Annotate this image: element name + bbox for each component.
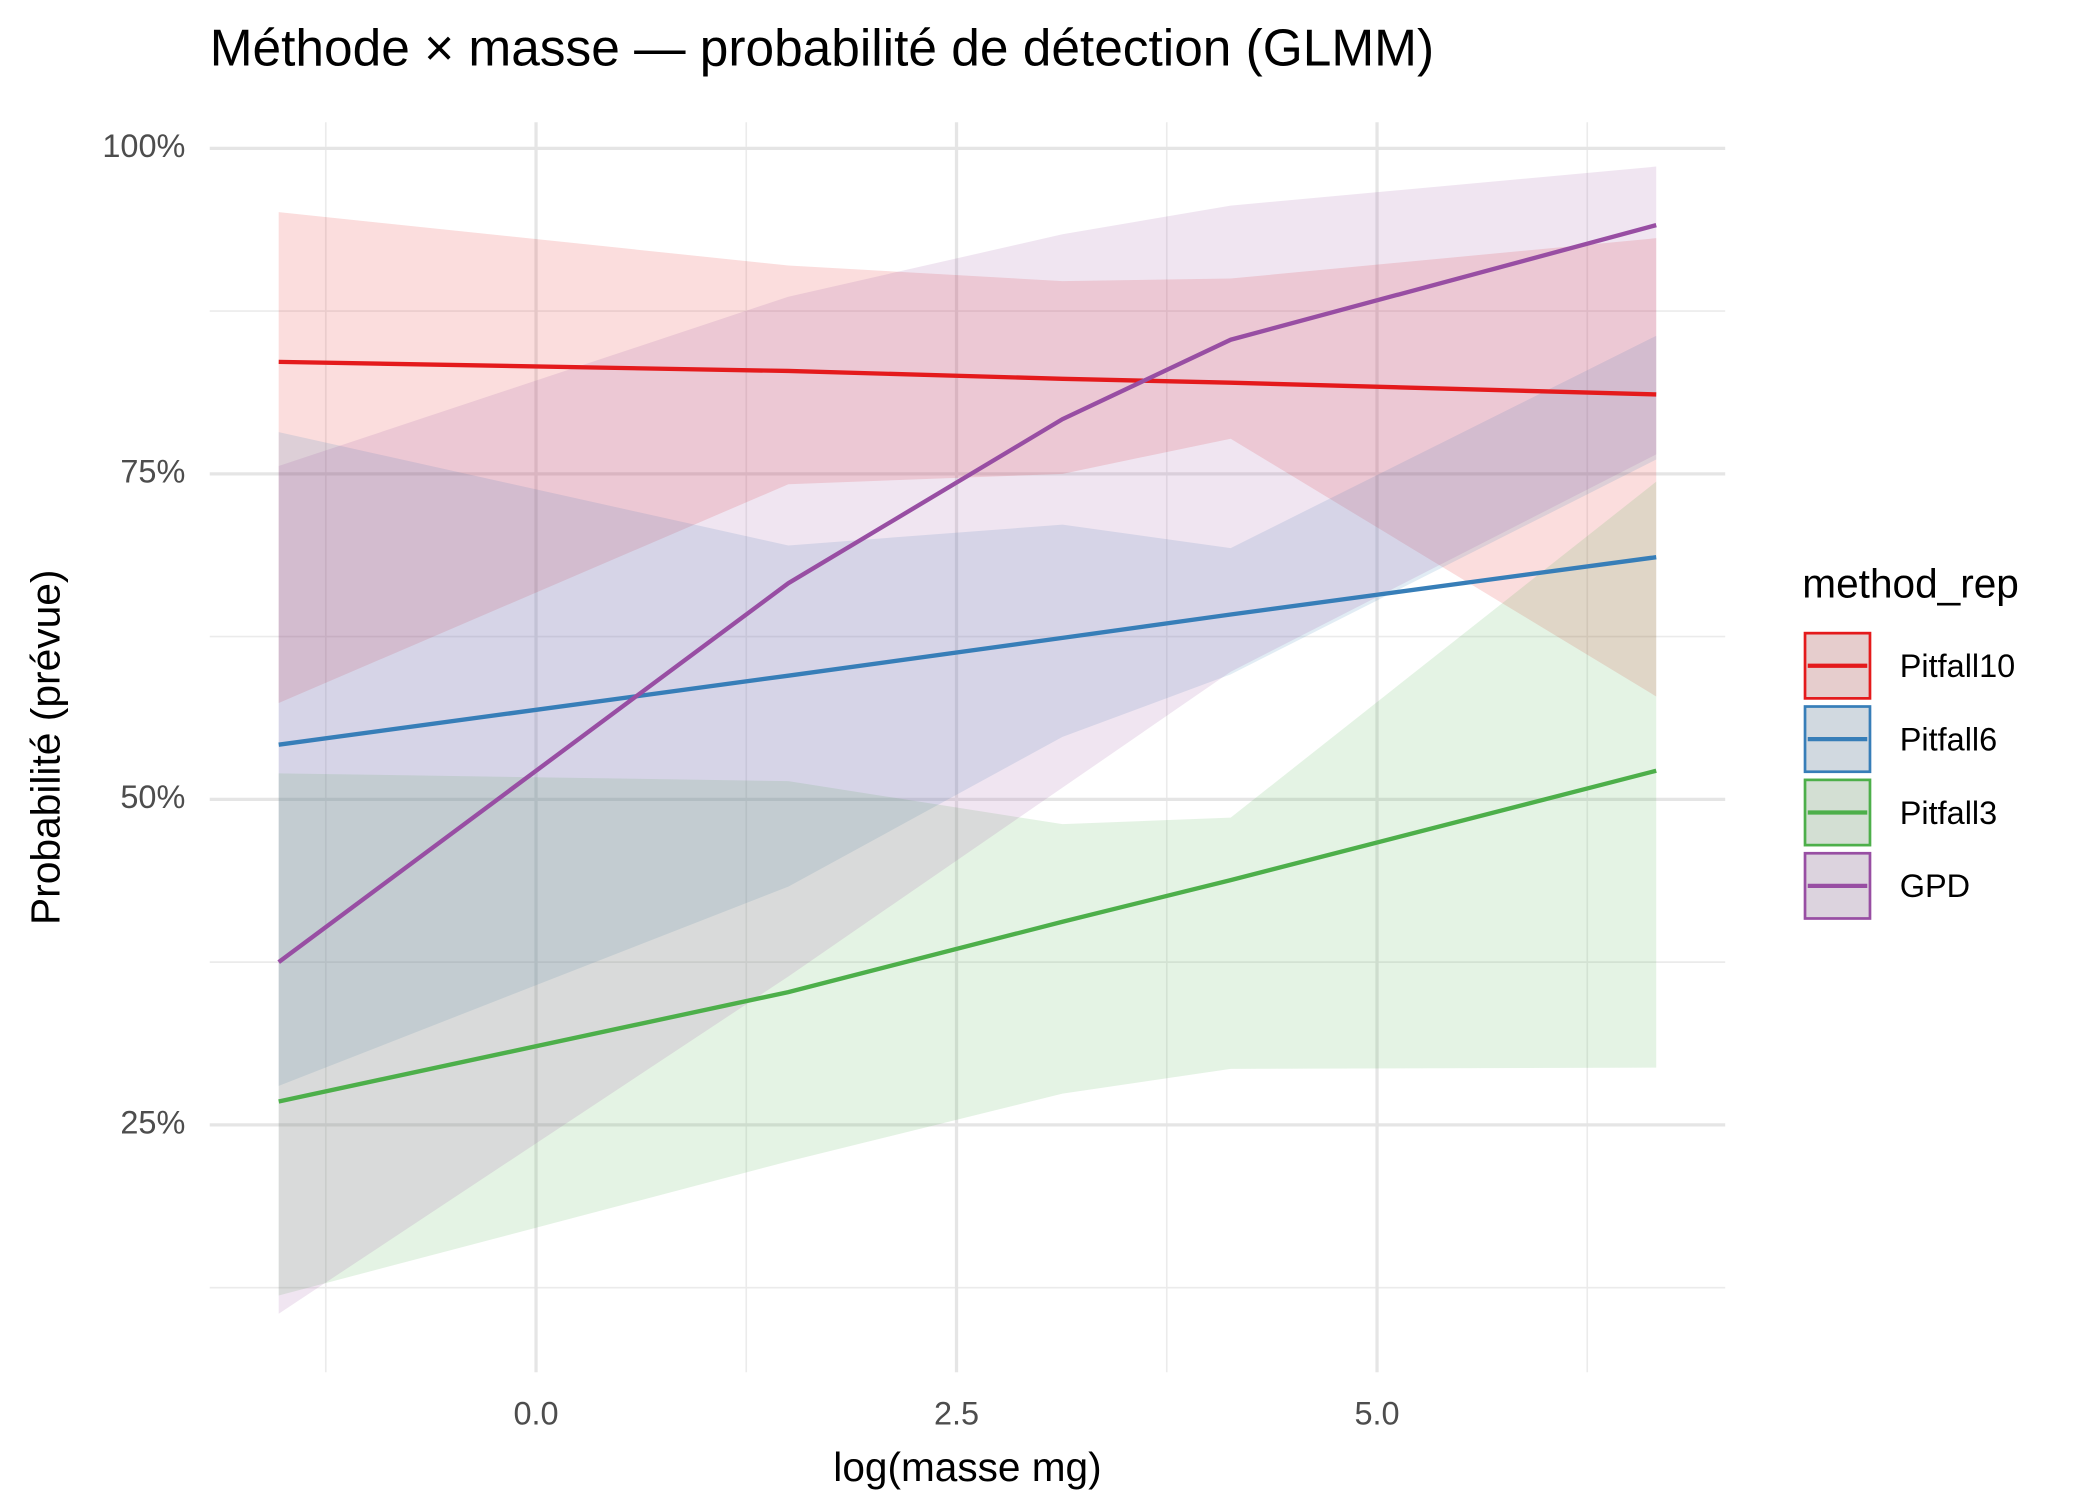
legend-label: Pitfall6 [1900, 721, 1997, 757]
legend-label: Pitfall3 [1900, 795, 1997, 831]
series-line [278, 768, 1657, 1104]
y-tick-label: 50% [120, 779, 185, 815]
x-tick-label: 2.5 [934, 1395, 979, 1431]
x-tick-label: 5.0 [1354, 1395, 1399, 1431]
x-tick-label: 0.0 [513, 1395, 558, 1431]
y-tick-label: 100% [102, 128, 185, 164]
legend-label: GPD [1900, 868, 1970, 904]
confidence-ribbon [278, 212, 1657, 704]
confidence-ribbon [278, 335, 1657, 1086]
series-line [278, 555, 1657, 747]
series-line [278, 359, 1657, 397]
y-axis-title: Probabilité (prévue) [23, 570, 69, 926]
x-axis-title: log(masse mg) [833, 1444, 1101, 1490]
legend-label: Pitfall10 [1900, 648, 2015, 684]
legend-title: method_rep [1802, 561, 2019, 607]
y-tick-label: 25% [120, 1104, 185, 1140]
chart-title: Méthode × masse — probabilité de détecti… [210, 18, 1434, 76]
confidence-ribbon [278, 481, 1657, 1296]
y-tick-label: 75% [120, 453, 185, 489]
series-line [277, 223, 1657, 964]
